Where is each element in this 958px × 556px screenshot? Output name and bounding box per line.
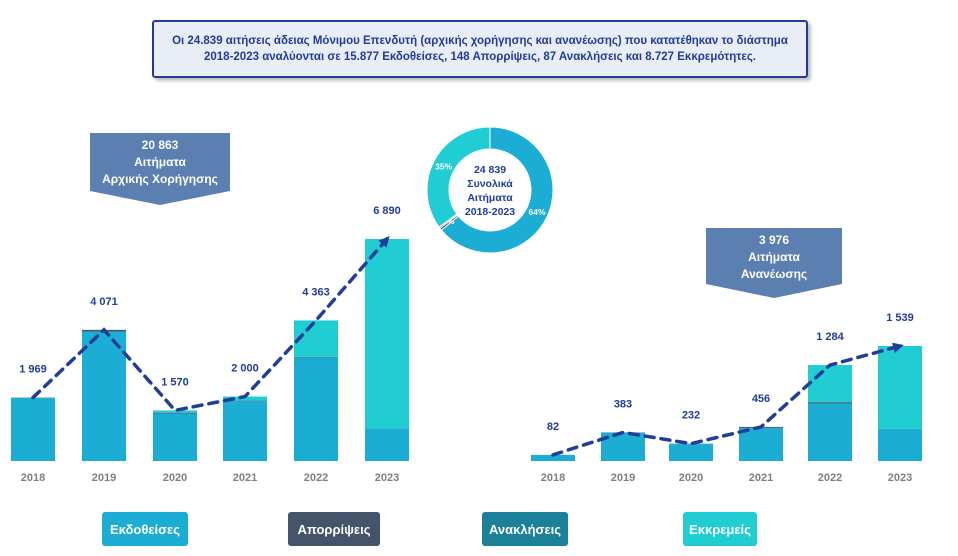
legend-revoked: Ανακλήσεις [482, 512, 568, 546]
legend-revoked-label: Ανακλήσεις [489, 521, 561, 537]
initial-total-label-2020: 1 570 [161, 376, 189, 388]
renewal-tick-2019: 2019 [611, 472, 635, 484]
renewal-trend-arrow [892, 342, 904, 353]
renewal-title-box [706, 228, 842, 298]
donut-center-line: 24 839 [474, 164, 506, 176]
renewal-total-label-2022: 1 284 [816, 331, 844, 343]
headline-box: Οι 24.839 αιτήσεις άδειας Μόνιμου Επενδυ… [152, 20, 808, 78]
initial-bar-2022-Εκδοθείσες [294, 357, 338, 461]
donut-label-Εκκρεμείς: 35% [435, 161, 452, 171]
legend-pending: Εκκρεμείς [683, 512, 757, 546]
initial-tick-2023: 2023 [375, 472, 399, 484]
renewal-tick-2018: 2018 [541, 472, 565, 484]
renewal-title-line: 3 976 [759, 233, 789, 247]
renewal-title-line: Αιτήματα [748, 250, 800, 264]
renewal-bar-2022-Εκδοθείσες [808, 403, 852, 461]
initial-trend-line [31, 237, 389, 413]
legend-rejected: Απορρίψεις [288, 512, 380, 546]
renewal-total-label-2023: 1 539 [886, 312, 914, 324]
initial-total-label-2019: 4 071 [90, 296, 118, 308]
donut-center-line: Συνολικά [467, 178, 513, 190]
renewal-title-line: Ανανέωσης [741, 267, 807, 281]
renewal-bar-2022-Ανακλήσεις [808, 401, 852, 403]
renewal-bar-2021-Εκδοθείσες [739, 428, 783, 461]
renewal-total-label-2020: 232 [682, 410, 700, 422]
renewal-total-label-2018: 82 [547, 421, 559, 433]
initial-bar-2020-Εκκρεμείς [153, 410, 197, 413]
renewal-bar-2023-Εκκρεμείς [878, 346, 922, 429]
renewal-total-label-2021: 456 [752, 393, 770, 405]
renewal-tick-2021: 2021 [749, 472, 773, 484]
renewal-bar-2020-Εκδοθείσες [669, 444, 713, 461]
renewal-tick-2022: 2022 [818, 472, 842, 484]
initial-trend-arrow [378, 235, 390, 248]
initial-bar-2023-Εκκρεμείς [365, 239, 409, 429]
initial-tick-2021: 2021 [233, 472, 257, 484]
initial-bar-2020-Εκδοθείσες [153, 413, 197, 461]
donut-center-line: 2018-2023 [465, 206, 515, 218]
donut-label-Ανακλήσεις: 1% [442, 216, 455, 226]
initial-tick-2022: 2022 [304, 472, 328, 484]
initial-tick-2018: 2018 [21, 472, 45, 484]
initial-tick-2019: 2019 [92, 472, 116, 484]
initial-total-label-2022: 4 363 [302, 286, 330, 298]
initial-total-label-2021: 2 000 [231, 363, 259, 375]
initial-title-line: Αιτήματα [134, 155, 186, 169]
donut-center-line: Αιτήματα [467, 192, 513, 204]
initial-bar-2021-Εκδοθείσες [223, 400, 267, 461]
legend-pending-label: Εκκρεμείς [689, 521, 751, 537]
legend-issued: Εκδοθείσες [102, 512, 188, 546]
renewal-bar-2023-Εκδοθείσες [878, 428, 922, 461]
donut-slice-Εκκρεμείς [426, 126, 491, 228]
initial-total-label-2023: 6 890 [373, 205, 401, 217]
headline-text: Οι 24.839 αιτήσεις άδειας Μόνιμου Επενδυ… [172, 35, 788, 63]
donut-slice-Εκδοθείσες [440, 126, 554, 254]
initial-bar-2018-Εκδοθείσες [11, 398, 55, 461]
renewal-bar-2022-Απορρίψεις [808, 402, 852, 404]
initial-title-box [90, 133, 230, 205]
renewal-tick-2023: 2023 [888, 472, 912, 484]
donut-label-Εκδοθείσες: 64% [529, 207, 546, 217]
renewal-bar-2022-Εκκρεμείς [808, 365, 852, 402]
initial-bar-2020-Απορρίψεις [153, 413, 197, 414]
renewal-trend-line [551, 344, 902, 457]
renewal-total-label-2019: 383 [614, 398, 632, 410]
initial-bar-2023-Εκδοθείσες [365, 428, 409, 461]
initial-total-label-2018: 1 969 [19, 364, 47, 376]
initial-title-line: 20 863 [142, 138, 179, 152]
renewal-bar-2018-Εκδοθείσες [531, 454, 575, 461]
initial-bar-2020-Ανακλήσεις [153, 412, 197, 414]
initial-title-line: Αρχικής Χορήγησης [102, 172, 218, 186]
renewal-tick-2020: 2020 [679, 472, 703, 484]
initial-bar-2019-Εκδοθείσες [82, 331, 126, 461]
legend-rejected-label: Απορρίψεις [297, 521, 371, 537]
initial-tick-2020: 2020 [163, 472, 187, 484]
legend-issued-label: Εκδοθείσες [110, 521, 180, 537]
